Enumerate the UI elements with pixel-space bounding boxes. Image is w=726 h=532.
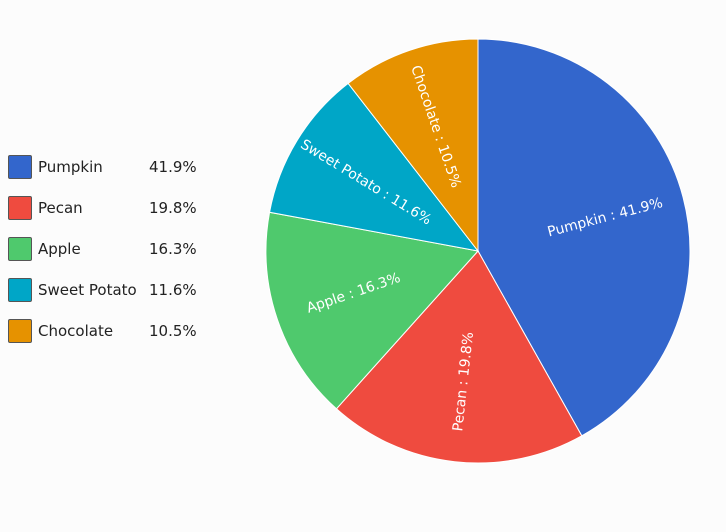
- legend-item-sweet-potato[interactable]: Sweet Potato 11.6%: [8, 278, 208, 319]
- legend-swatch: [8, 237, 32, 261]
- legend-label: Sweet Potato: [38, 281, 137, 299]
- legend-percent: 41.9%: [149, 158, 197, 176]
- legend-label: Pecan: [38, 199, 83, 217]
- legend-percent: 19.8%: [149, 199, 197, 217]
- legend-swatch: [8, 155, 32, 179]
- legend-percent: 16.3%: [149, 240, 197, 258]
- pie-slice-pumpkin[interactable]: [477, 38, 691, 437]
- legend-swatch: [8, 278, 32, 302]
- legend-label: Pumpkin: [38, 158, 103, 176]
- pie-slice-pecan[interactable]: [335, 250, 583, 464]
- legend-percent: 11.6%: [149, 281, 197, 299]
- legend: Pumpkin 41.9% Pecan 19.8% Apple 16.3% Sw…: [8, 155, 208, 360]
- legend-percent: 10.5%: [149, 322, 197, 340]
- pie-slice-apple[interactable]: [265, 211, 479, 410]
- legend-label: Chocolate: [38, 322, 114, 340]
- legend-item-chocolate[interactable]: Chocolate 10.5%: [8, 319, 208, 360]
- legend-swatch: [8, 196, 32, 220]
- legend-item-pumpkin[interactable]: Pumpkin 41.9%: [8, 155, 208, 196]
- legend-item-pecan[interactable]: Pecan 19.8%: [8, 196, 208, 237]
- pie-slice-chocolate[interactable]: [347, 38, 479, 253]
- legend-item-apple[interactable]: Apple 16.3%: [8, 237, 208, 278]
- legend-swatch: [8, 319, 32, 343]
- legend-label: Apple: [38, 240, 81, 258]
- pie-slice-sweet-potato[interactable]: [268, 82, 480, 252]
